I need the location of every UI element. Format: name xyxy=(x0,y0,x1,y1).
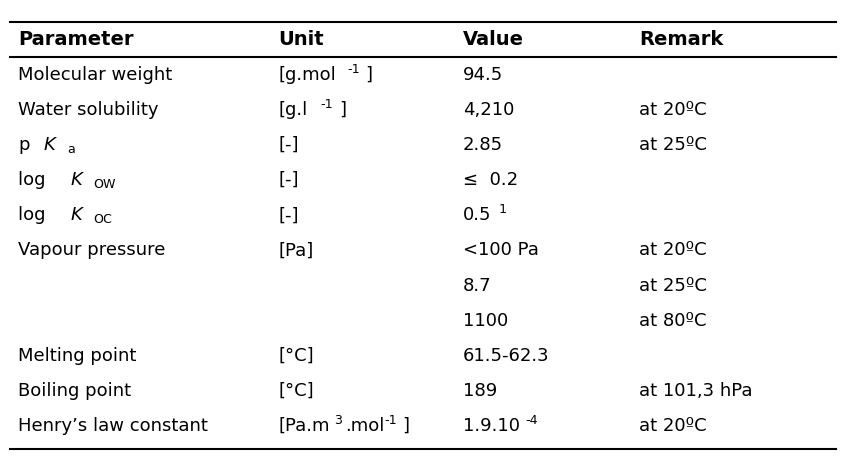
Text: 1: 1 xyxy=(498,203,506,216)
Text: at 20ºC: at 20ºC xyxy=(639,417,706,435)
Text: 61.5-62.3: 61.5-62.3 xyxy=(463,347,550,365)
Text: [Pa.m: [Pa.m xyxy=(279,417,330,435)
Text: [-]: [-] xyxy=(279,206,299,224)
Text: at 101,3 hPa: at 101,3 hPa xyxy=(639,382,753,400)
Text: [°C]: [°C] xyxy=(279,347,314,365)
Text: [Pa]: [Pa] xyxy=(279,241,313,259)
Text: Parameter: Parameter xyxy=(19,30,134,49)
Text: at 80ºC: at 80ºC xyxy=(639,312,706,330)
Text: at 20ºC: at 20ºC xyxy=(639,241,706,259)
Text: at 20ºC: at 20ºC xyxy=(639,101,706,119)
Text: -4: -4 xyxy=(525,414,538,427)
Text: 189: 189 xyxy=(463,382,498,400)
Text: $\it{K}$: $\it{K}$ xyxy=(70,206,85,224)
Text: OC: OC xyxy=(93,213,113,226)
Text: -1: -1 xyxy=(384,414,397,427)
Text: 94.5: 94.5 xyxy=(463,66,504,84)
Text: 1.9.10: 1.9.10 xyxy=(463,417,520,435)
Text: 4,210: 4,210 xyxy=(463,101,514,119)
Text: Remark: Remark xyxy=(639,30,723,49)
Text: -1: -1 xyxy=(320,98,333,111)
Text: [-]: [-] xyxy=(279,171,299,189)
Text: [g.l: [g.l xyxy=(279,101,307,119)
Text: ]: ] xyxy=(402,417,409,435)
Text: -1: -1 xyxy=(347,63,360,76)
Text: at 25ºC: at 25ºC xyxy=(639,276,707,294)
Text: 2.85: 2.85 xyxy=(463,136,503,154)
Text: log: log xyxy=(19,206,51,224)
Text: p: p xyxy=(19,136,29,154)
Text: 8.7: 8.7 xyxy=(463,276,492,294)
Text: 1100: 1100 xyxy=(463,312,509,330)
Text: Molecular weight: Molecular weight xyxy=(19,66,173,84)
Text: Henry’s law constant: Henry’s law constant xyxy=(19,417,208,435)
Text: $\it{K}$: $\it{K}$ xyxy=(70,171,85,189)
Text: [g.mol: [g.mol xyxy=(279,66,336,84)
Text: .mol: .mol xyxy=(345,417,385,435)
Text: at 25ºC: at 25ºC xyxy=(639,136,707,154)
Text: $\it{K}$: $\it{K}$ xyxy=(43,136,58,154)
Text: <100 Pa: <100 Pa xyxy=(463,241,539,259)
Text: Melting point: Melting point xyxy=(19,347,136,365)
Text: Boiling point: Boiling point xyxy=(19,382,131,400)
Text: log: log xyxy=(19,171,51,189)
Text: ]: ] xyxy=(365,66,373,84)
Text: [-]: [-] xyxy=(279,136,299,154)
Text: 0.5: 0.5 xyxy=(463,206,492,224)
Text: OW: OW xyxy=(93,178,116,191)
Text: Unit: Unit xyxy=(279,30,324,49)
Text: a: a xyxy=(67,143,75,156)
Text: ≤  0.2: ≤ 0.2 xyxy=(463,171,518,189)
Text: 3: 3 xyxy=(334,414,343,427)
Text: Value: Value xyxy=(463,30,524,49)
Text: [°C]: [°C] xyxy=(279,382,314,400)
Text: ]: ] xyxy=(338,101,346,119)
Text: Vapour pressure: Vapour pressure xyxy=(19,241,166,259)
Text: Water solubility: Water solubility xyxy=(19,101,158,119)
